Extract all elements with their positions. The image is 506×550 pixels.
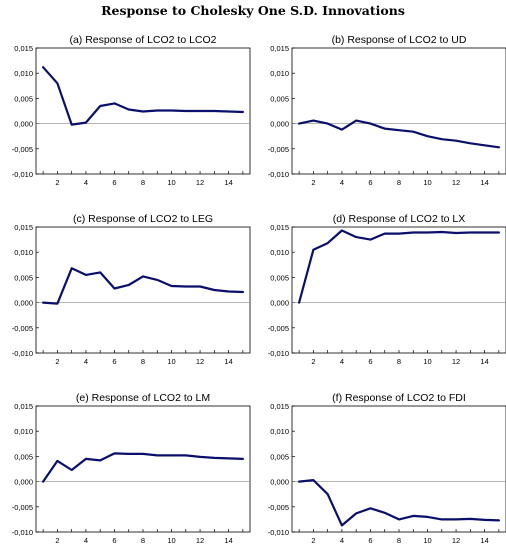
chart-a-ytick-label: -0,005 [12,145,33,154]
chart-e-ytick-label: 0,015 [14,402,33,411]
chart-c-xtick-label: 14 [224,357,232,366]
chart-e-ytick-label: 0,000 [14,478,33,487]
chart-c-xtick-label: 8 [141,357,145,366]
chart-f-xtick-label: 12 [452,536,460,545]
chart-c-xtick-label: 2 [55,357,59,366]
chart-a-series-line [41,66,244,126]
chart-b-ytick-label: 0,010 [270,69,289,78]
chart-a-xtick-label: 8 [141,178,145,187]
chart-b-xtick-label: 4 [340,178,344,187]
chart-e-ytick-label: -0,010 [12,528,33,537]
chart-a-xtick-label: 6 [112,178,116,187]
chart-f-series-line [298,479,500,527]
chart-a-ytick-label: 0,005 [14,94,33,103]
chart-d-xtick-label: 2 [311,357,315,366]
chart-c-ytick-label: -0,010 [12,349,33,358]
chart-d-xtick-label: 4 [340,357,344,366]
chart-b-xtick-label: 2 [311,178,315,187]
chart-c-ytick-label: -0,005 [12,324,33,333]
chart-a-xtick-label: 14 [224,178,232,187]
chart-c-xtick-label: 6 [112,357,116,366]
chart-c-xtick-label: 4 [84,357,88,366]
chart-a-ytick-label: 0,015 [14,44,33,53]
chart-c-ytick-label: 0,010 [14,248,33,257]
chart-b-ytick-label: 0,000 [270,120,289,129]
chart-e-ytick-label: -0,005 [12,503,33,512]
chart-f-ytick-label: -0,010 [268,528,289,537]
chart-a-xtick-label: 12 [196,178,204,187]
chart-a-xtick-label: 10 [167,178,175,187]
chart-d-ytick-label: 0,005 [270,273,289,282]
chart-d-ytick-label: 0,015 [270,223,289,232]
chart-b-xtick-label: 8 [397,178,401,187]
chart-c-series-line [41,267,244,305]
chart-b-frame [291,47,506,175]
chart-b-xtick-label: 12 [452,178,460,187]
chart-f-xtick-label: 8 [397,536,401,545]
chart-b-xtick-label: 10 [423,178,431,187]
chart-f-xtick-label: 4 [340,536,344,545]
chart-a-ytick-label: 0,000 [14,120,33,129]
chart-b-ytick-label: 0,015 [270,44,289,53]
chart-f-ytick-label: 0,010 [270,427,289,436]
chart-d-ytick-label: -0,005 [268,324,289,333]
chart-d-ytick-label: 0,000 [270,299,289,308]
chart-b-ytick-label: -0,005 [268,145,289,154]
chart-f-ytick-label: 0,015 [270,402,289,411]
chart-f-xtick-label: 10 [423,536,431,545]
chart-c-title: (c) Response of LCO2 to LEG [73,213,213,225]
chart-e-xtick-label: 12 [196,536,204,545]
chart-a-title: (a) Response of LCO2 to LCO2 [69,34,216,46]
chart-f-ytick-label: -0,005 [268,503,289,512]
chart-c-xtick-label: 12 [196,357,204,366]
chart-e-xtick-label: 4 [84,536,88,545]
chart-d-ytick-label: -0,010 [268,349,289,358]
chart-d-xtick-label: 8 [397,357,401,366]
chart-b-xtick-label: 14 [480,178,488,187]
chart-d-xtick-label: 14 [480,357,488,366]
chart-e-xtick-label: 14 [224,536,232,545]
chart-e-series-line [41,452,244,483]
chart-d-xtick-label: 10 [423,357,431,366]
figure-title: Response to Cholesky One S.D. Innovation… [101,3,405,18]
chart-d-title: (d) Response of LCO2 to LX [333,213,466,225]
chart-f-title: (f) Response of LCO2 to FDI [332,392,466,404]
chart-c-ytick-label: 0,015 [14,223,33,232]
chart-b-ytick-label: -0,010 [268,170,289,179]
chart-d-series-line [298,229,500,304]
chart-e-xtick-label: 6 [112,536,116,545]
chart-a-ytick-label: 0,010 [14,69,33,78]
chart-c-xtick-label: 10 [167,357,175,366]
chart-a-xtick-label: 4 [84,178,88,187]
chart-b-title: (b) Response of LCO2 to UD [332,34,467,46]
chart-c-ytick-label: 0,005 [14,273,33,282]
chart-b-xtick-label: 6 [368,178,372,187]
chart-f-frame [291,405,506,533]
chart-d-xtick-label: 6 [368,357,372,366]
chart-e-ytick-label: 0,005 [14,452,33,461]
chart-f-ytick-label: 0,000 [270,478,289,487]
chart-f-xtick-label: 2 [311,536,315,545]
chart-e-ytick-label: 0,010 [14,427,33,436]
chart-a-ytick-label: -0,010 [12,170,33,179]
chart-d-ytick-label: 0,010 [270,248,289,257]
chart-a-xtick-label: 2 [55,178,59,187]
chart-e-title: (e) Response of LCO2 to LM [76,392,210,404]
chart-e-xtick-label: 10 [167,536,175,545]
chart-f-ytick-label: 0,005 [270,452,289,461]
chart-c-ytick-label: 0,000 [14,299,33,308]
chart-e-xtick-label: 8 [141,536,145,545]
chart-f-xtick-label: 6 [368,536,372,545]
chart-e-xtick-label: 2 [55,536,59,545]
chart-b-ytick-label: 0,005 [270,94,289,103]
chart-b-series-line [298,119,500,149]
chart-d-frame [291,226,506,354]
chart-f-xtick-label: 14 [480,536,488,545]
chart-d-xtick-label: 12 [452,357,460,366]
